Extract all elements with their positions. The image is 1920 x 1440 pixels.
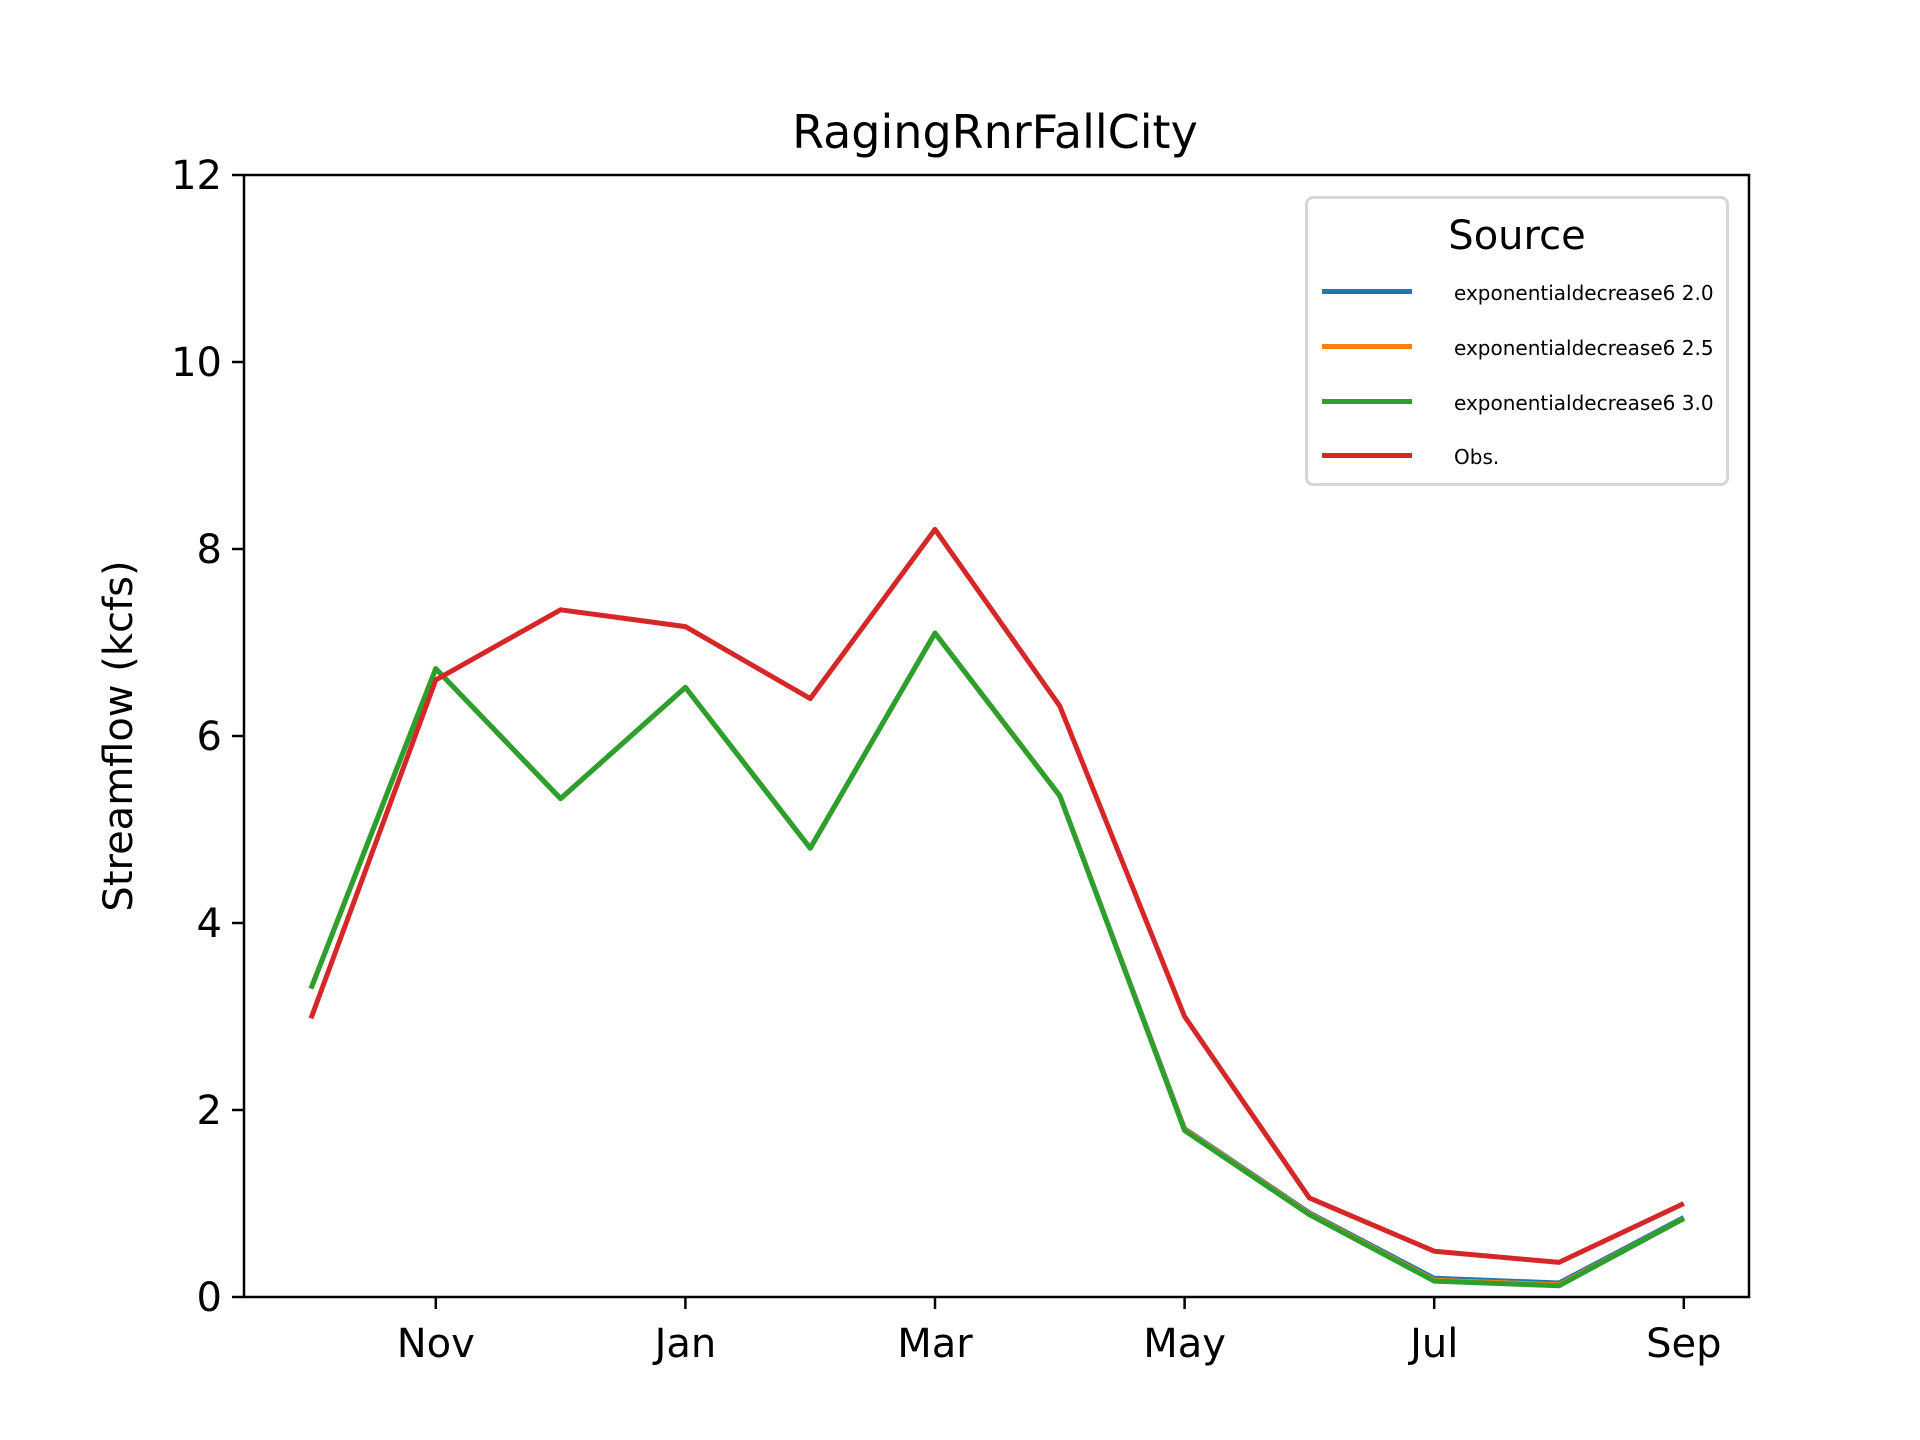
- axis-ticks: 0 2 4 6 8 10 12 Nov Jan Mar May Jul Sep: [171, 153, 1721, 1367]
- legend-label: exponentialdecrease6 2.5: [1454, 336, 1714, 360]
- legend-title: Source: [1448, 213, 1586, 259]
- legend-swatch: [1322, 344, 1412, 349]
- legend-swatch: [1322, 399, 1412, 404]
- y-tick-label: 10: [171, 340, 222, 386]
- series-lines: [308, 526, 1685, 1289]
- x-tick-label: Mar: [897, 1321, 973, 1367]
- x-tick-label: Sep: [1646, 1321, 1721, 1367]
- legend-swatch: [1322, 453, 1412, 458]
- legend-label: exponentialdecrease6 3.0: [1454, 391, 1714, 415]
- y-tick-label: 4: [197, 901, 222, 947]
- y-tick-label: 2: [197, 1088, 222, 1134]
- x-tick-label: Jan: [652, 1321, 717, 1367]
- legend-label: Obs.: [1454, 445, 1500, 469]
- legend-item-exponentialdecrease6-2-5: exponentialdecrease6 2.5: [1322, 336, 1722, 366]
- series-line-obs: [308, 526, 1685, 1265]
- y-tick-label: 6: [197, 714, 222, 760]
- legend-item-exponentialdecrease6-3-0: exponentialdecrease6 3.0: [1322, 391, 1722, 421]
- legend-swatch: [1322, 289, 1412, 294]
- legend: Source exponentialdecrease6 2.0 exponent…: [1305, 196, 1729, 486]
- legend-item-obs: Obs.: [1322, 445, 1722, 475]
- y-axis-label: Streamflow (kcfs): [96, 560, 142, 911]
- y-tick-label: 8: [197, 527, 222, 573]
- x-tick-label: May: [1143, 1321, 1226, 1367]
- series-line-exponentialdecrease6-3-0: [308, 630, 1685, 1289]
- x-tick-label: Nov: [397, 1321, 475, 1367]
- chart-title: RagingRnrFallCity: [792, 105, 1198, 159]
- x-tick-label: Jul: [1407, 1321, 1458, 1367]
- series-line-exponentialdecrease6-2-5: [308, 630, 1685, 1288]
- y-tick-label: 0: [197, 1275, 222, 1321]
- plot-frame: [242, 173, 1751, 1299]
- y-tick-label: 12: [171, 153, 222, 199]
- legend-label: exponentialdecrease6 2.0: [1454, 281, 1714, 305]
- legend-item-exponentialdecrease6-2-0: exponentialdecrease6 2.0: [1322, 281, 1722, 311]
- series-line-exponentialdecrease6-2-0: [308, 630, 1685, 1286]
